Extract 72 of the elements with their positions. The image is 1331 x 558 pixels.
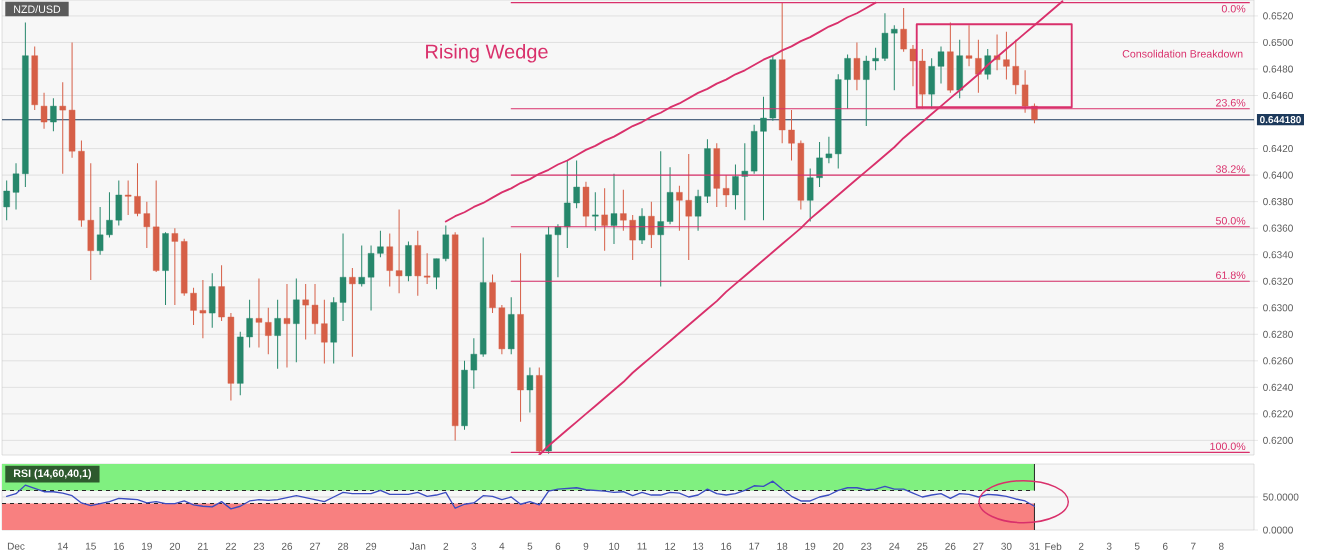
x-tick-label: 2	[443, 542, 449, 550]
series-label: 100.0%	[1210, 442, 1246, 451]
chart-title: RSI (14,60,40,1)	[13, 469, 91, 480]
x-tick-label: 30	[1001, 542, 1012, 550]
x-tick-label: 20	[833, 542, 844, 550]
x-tick-label: 25	[917, 542, 928, 550]
y-tick-label: 0.6320	[1263, 277, 1293, 285]
y-tick-label: 0.6460	[1263, 91, 1293, 100]
x-tick-label: 5	[527, 542, 533, 550]
x-tick-label: 21	[197, 542, 208, 550]
y-tick-label: 0.6480	[1263, 65, 1293, 73]
x-tick-label: 29	[366, 542, 377, 550]
x-tick-label: Jan	[409, 542, 426, 550]
x-tick-label: 13	[693, 542, 704, 550]
x-tick-label: 9	[583, 542, 589, 550]
y-tick-label: 0.6260	[1263, 357, 1293, 365]
y-tick-label: 0.6420	[1263, 145, 1293, 153]
x-tick-label: 6	[555, 542, 561, 550]
x-tick-label: 24	[889, 542, 900, 550]
chart-title: NZD/USD	[14, 5, 61, 14]
x-tick-label: 14	[57, 542, 69, 550]
x-tick-label: 11	[637, 542, 647, 550]
y-tick-label: 0.6200	[1263, 436, 1293, 444]
y-tick-label: 0.0000	[1263, 526, 1293, 534]
y-tick-label: 0.6300	[1263, 304, 1293, 312]
x-tick-label: 3	[1106, 542, 1112, 550]
y-tick-label: 0.6520	[1263, 12, 1293, 20]
series-label: 0.0%	[1221, 4, 1246, 13]
y-tick-label: 0.6400	[1263, 171, 1293, 179]
x-tick-label: 12	[665, 542, 676, 550]
x-tick-label: 26	[945, 542, 956, 550]
x-tick-label: 27	[973, 542, 984, 550]
x-tick-label: Dec	[7, 542, 25, 550]
x-tick-label: 27	[309, 542, 321, 550]
y-tick-label: 50.0000	[1263, 493, 1299, 501]
x-tick-label: 5	[1134, 542, 1140, 550]
x-tick-label: 8	[1218, 542, 1224, 550]
annotation: Consolidation Breakdown	[1122, 49, 1243, 58]
x-tick-label: 17	[749, 542, 760, 550]
x-tick-label: 28	[337, 542, 349, 550]
x-tick-label: 10	[609, 542, 620, 550]
x-tick-label: 16	[113, 542, 124, 550]
x-tick-label: 23	[253, 542, 265, 550]
y-tick-label: 0.6360	[1263, 224, 1293, 232]
y-tick-label: 0.6280	[1263, 330, 1293, 338]
y-tick-label: 0.6340	[1263, 251, 1293, 259]
x-tick-label: 19	[142, 542, 152, 550]
x-tick-label: 4	[499, 542, 505, 550]
x-tick-label: 31	[1029, 542, 1040, 550]
x-tick-label: 2	[1078, 542, 1084, 550]
x-tick-label: 7	[1191, 542, 1196, 550]
x-tick-label: 16	[721, 542, 732, 550]
series-label: 38.2%	[1215, 165, 1246, 173]
x-tick-label: 23	[861, 542, 872, 550]
x-tick-label: 15	[85, 542, 96, 550]
y-tick-label: 0.6500	[1263, 38, 1293, 46]
x-tick-label: 19	[805, 542, 816, 550]
x-tick-label: 18	[777, 542, 788, 550]
x-tick-label: 26	[281, 542, 293, 550]
x-tick-label: Feb	[1045, 542, 1062, 551]
series-label: 23.6%	[1216, 98, 1246, 107]
x-tick-label: 6	[1162, 542, 1168, 550]
x-tick-label: 3	[471, 542, 477, 550]
y-tick-label: 0.6220	[1263, 410, 1293, 418]
annotation: Rising Wedge	[426, 43, 548, 63]
series-label: 61.8%	[1216, 271, 1246, 279]
y-tick-label: 0.6380	[1263, 198, 1293, 206]
x-tick-label: 20	[169, 542, 181, 550]
y-tick-label: 0.6240	[1263, 383, 1293, 391]
ref-line-label: 0.644180	[1260, 116, 1301, 124]
series-label: 50.0%	[1215, 217, 1246, 225]
x-tick-label: 22	[225, 542, 236, 550]
